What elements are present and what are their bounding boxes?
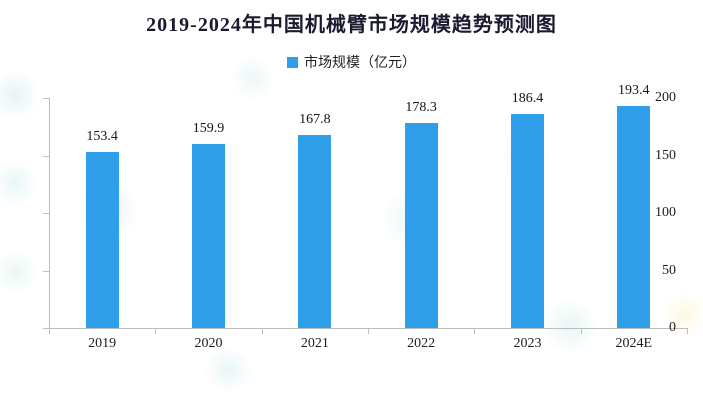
x-category-label: 2023 [513,336,542,351]
y-tick-mark [43,98,49,99]
x-category-label: 2021 [300,336,329,351]
bar [191,144,225,328]
bar-value-label: 186.4 [511,90,544,106]
bar [510,113,544,328]
bar [404,122,438,328]
x-tick-mark [368,329,369,334]
y-tick-mark [43,213,49,214]
y-tick-label: 200 [655,90,676,105]
bars-container: 153.4 2019 159.9 2020 167.8 2021 178.3 2022 186.… [49,83,687,351]
legend-label: 市场规模（亿元） [304,54,416,70]
bar [298,135,332,328]
y-tick-label: 100 [655,205,676,220]
bar [617,105,651,328]
y-tick-mark [43,270,49,272]
chart-title: 2019-2024年中国机械臂市场规模趋势预测图 [146,14,557,36]
x-category-label: 2022 [407,336,436,351]
y-axis-line [49,98,50,329]
bar-value-label: 193.4 [618,82,650,98]
watermark-blob [0,250,38,294]
legend-swatch-icon [287,56,298,68]
x-tick-mark [687,329,688,334]
bar-slot: 178.3 2022 [368,98,474,351]
y-tick-label: 150 [655,147,676,163]
x-category-label: 2020 [194,336,223,351]
y-tick-mark [43,155,49,157]
bar [85,151,119,328]
watermark-blob [200,350,256,390]
y-tick-label: 0 [669,320,676,335]
watermark-blob [0,160,38,206]
bar-slot: 153.4 2019 [49,98,155,351]
x-category-label: 2019 [88,336,117,351]
y-tick-mark [43,328,49,329]
x-tick-mark [261,329,263,334]
bar-value-label: 178.3 [405,99,437,115]
x-tick-mark [49,329,50,334]
bar-slot: 159.9 2020 [155,98,261,351]
x-tick-mark [474,329,476,334]
x-category-label: 2024E [615,336,653,351]
watermark-blob [0,70,40,120]
x-axis-line [49,328,688,329]
plot-area: 153.4 2019 159.9 2020 167.8 2021 178.3 2022 186.… [43,83,688,351]
bar-slot: 167.8 2021 [262,98,368,351]
chart-legend: 市场规模（亿元） [0,52,703,72]
bar-value-label: 153.4 [86,128,118,144]
x-tick-mark [580,329,582,334]
bar-value-label: 167.8 [299,112,331,128]
x-tick-mark [155,329,157,334]
bar-slot: 186.4 2023 [474,91,580,351]
y-tick-label: 50 [662,262,676,278]
bar-slot: 193.4 2024E [581,83,687,351]
bar-value-label: 159.9 [192,121,225,137]
